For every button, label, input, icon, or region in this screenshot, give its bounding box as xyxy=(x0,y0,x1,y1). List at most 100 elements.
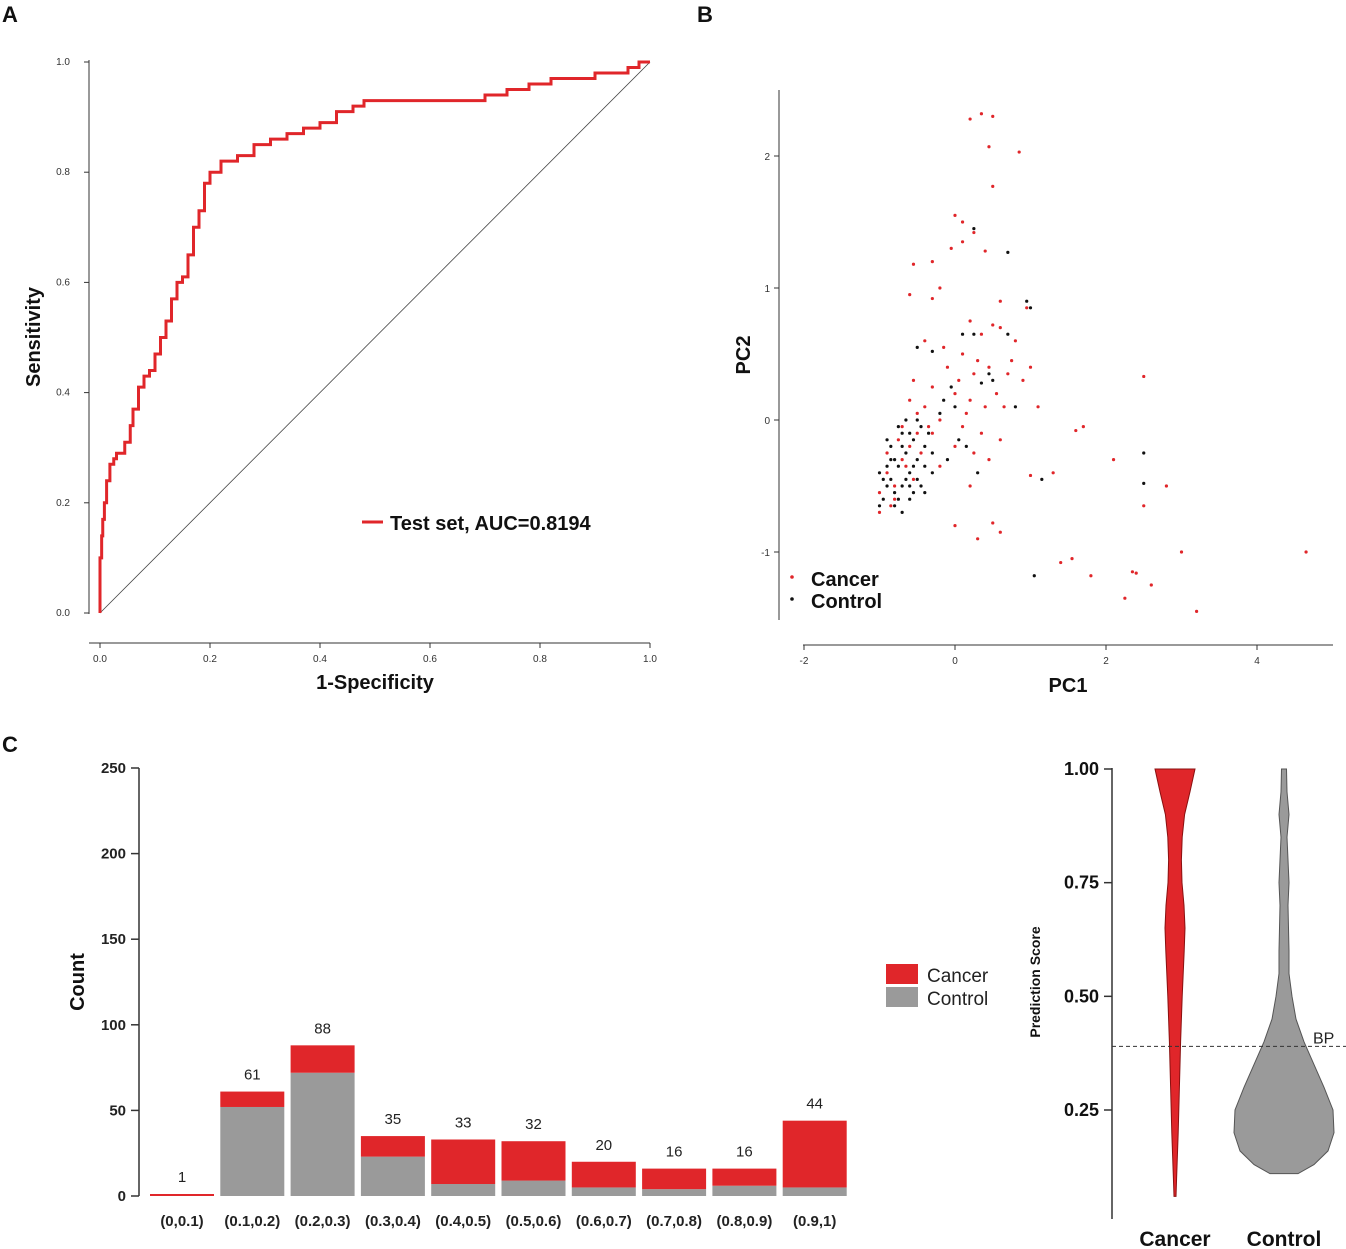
pca-point-cancer xyxy=(908,444,912,448)
pca-point-control xyxy=(923,444,927,448)
pca-point-cancer xyxy=(998,438,1002,442)
bar-control-segment xyxy=(220,1106,285,1196)
pca-point-control xyxy=(926,431,931,435)
bar-cancer-segment xyxy=(220,1091,285,1107)
pca-point-cancer xyxy=(1006,372,1010,376)
bar-control-segment xyxy=(501,1180,566,1196)
roc-y-tick-label: 0.4 xyxy=(56,388,70,399)
histogram-y-tick-label: 50 xyxy=(109,1102,126,1119)
pca-x-tick-label: 4 xyxy=(1254,656,1260,667)
pca-point-cancer xyxy=(923,405,927,409)
pca-point-cancer xyxy=(930,385,934,389)
histogram-y-tick-label: 200 xyxy=(101,846,126,863)
pca-point-control xyxy=(923,464,927,468)
pca-point-cancer xyxy=(957,378,961,382)
pca-point-cancer xyxy=(953,524,957,528)
pca-point-control xyxy=(908,497,912,501)
pca-point-cancer xyxy=(1036,405,1040,409)
pca-point-cancer xyxy=(896,438,900,442)
pca-point-cancer xyxy=(945,365,950,369)
pca-point-control xyxy=(964,444,968,448)
pca-point-cancer xyxy=(960,220,965,224)
pca-point-cancer xyxy=(1081,425,1085,429)
bar-control-segment xyxy=(290,1072,355,1196)
pca-point-cancer xyxy=(968,398,972,402)
pca-point-control xyxy=(889,458,893,462)
bar-total-label: 1 xyxy=(178,1169,186,1186)
pca-point-control xyxy=(938,411,942,415)
roc-y-tick-label: 0.2 xyxy=(56,498,70,509)
pca-point-control xyxy=(930,349,934,353)
histogram-legend-control-swatch xyxy=(886,987,918,1007)
pca-point-control xyxy=(915,418,919,422)
pca-point-cancer xyxy=(1070,557,1074,561)
bar-total-label: 61 xyxy=(244,1067,261,1084)
pca-point-cancer xyxy=(1130,570,1135,574)
pca-point-control xyxy=(896,464,900,468)
pca-point-cancer xyxy=(960,425,965,429)
violin-y-tick-label: 0.25 xyxy=(1064,1100,1099,1120)
pca-point-control xyxy=(893,458,897,462)
pca-point-cancer xyxy=(998,326,1002,330)
pca-point-cancer xyxy=(1025,306,1029,310)
pca-point-control xyxy=(881,477,885,481)
bar-category-label: (0.9,1) xyxy=(793,1213,836,1230)
pca-point-cancer xyxy=(930,296,934,301)
pca-point-cancer xyxy=(1028,365,1033,369)
pca-y-tick-label: 0 xyxy=(764,416,770,427)
pca-point-cancer xyxy=(998,530,1002,534)
pca-point-cancer xyxy=(885,471,889,475)
pca-point-cancer xyxy=(991,184,995,188)
bar-category-label: (0.1,0.2) xyxy=(224,1213,280,1230)
pca-point-cancer xyxy=(938,464,942,468)
pca-point-control xyxy=(1028,306,1033,310)
pca-point-cancer xyxy=(972,230,976,235)
violin-cancer xyxy=(1154,768,1196,1197)
pca-point-cancer xyxy=(979,431,984,435)
bar-category-label: (0.3,0.4) xyxy=(365,1213,421,1230)
pca-point-cancer xyxy=(911,477,916,481)
bar-control-segment xyxy=(642,1189,707,1196)
pca-point-cancer xyxy=(911,378,916,382)
pca-point-cancer xyxy=(964,411,968,415)
pca-point-cancer xyxy=(953,213,957,217)
pca-point-cancer xyxy=(1013,339,1018,343)
pca-y-tick-label: 1 xyxy=(764,284,770,295)
pca-point-cancer xyxy=(1142,504,1146,508)
pca-point-cancer xyxy=(976,359,980,363)
pca-point-control xyxy=(1142,481,1146,485)
roc-x-label: 1-Specificity xyxy=(316,672,435,694)
pca-point-control xyxy=(1006,332,1010,336)
bar-category-label: (0.8,0.9) xyxy=(716,1213,772,1230)
pca-point-cancer xyxy=(1074,428,1078,433)
pca-point-cancer xyxy=(949,246,953,250)
pca-point-control xyxy=(911,491,916,495)
pca-point-cancer xyxy=(1028,473,1033,478)
pca-point-cancer xyxy=(1021,378,1025,382)
pca-point-cancer xyxy=(942,345,946,349)
pca-point-cancer xyxy=(915,411,919,415)
pca-point-cancer xyxy=(911,262,916,266)
panel-letter-c: C xyxy=(2,732,18,757)
pca-point-cancer xyxy=(998,299,1002,303)
pca-point-cancer xyxy=(1089,574,1093,578)
pca-point-cancer xyxy=(987,458,991,462)
pca-point-control xyxy=(911,438,916,442)
pca-point-cancer xyxy=(983,249,987,253)
bar-control-segment xyxy=(782,1187,847,1196)
pca-point-control xyxy=(1013,405,1018,409)
histogram-legend-control-label: Control xyxy=(927,989,988,1010)
pca-point-cancer xyxy=(960,352,965,356)
bar-control-segment xyxy=(431,1184,496,1196)
pca-point-cancer xyxy=(930,260,934,264)
pca-point-cancer xyxy=(926,425,931,429)
bar-cancer-segment xyxy=(431,1139,496,1185)
pca-point-control xyxy=(885,484,889,488)
bar-cancer-segment xyxy=(782,1120,847,1188)
pca-point-cancer xyxy=(1179,550,1184,554)
roc-y-label: Sensitivity xyxy=(23,286,45,387)
roc-y-tick-label: 0.0 xyxy=(56,608,70,619)
pca-point-cancer xyxy=(1195,609,1199,614)
bar-cancer-segment xyxy=(150,1194,214,1196)
bar-control-segment xyxy=(571,1187,636,1196)
